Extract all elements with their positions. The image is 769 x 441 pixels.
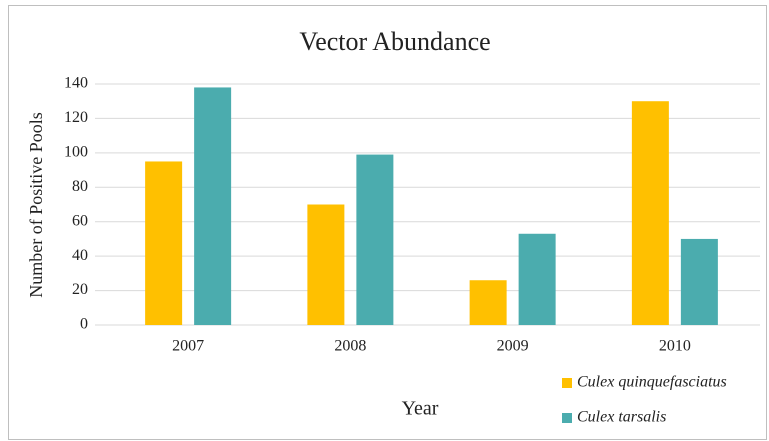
x-tick-label: 2010 (659, 338, 691, 355)
legend-swatch (562, 413, 572, 423)
y-axis-label: Number of Positive Pools (26, 112, 46, 298)
y-tick-label: 140 (64, 75, 88, 92)
legend-label: Culex tarsalis (577, 409, 666, 426)
y-tick-label: 40 (72, 247, 88, 264)
y-tick-label: 120 (64, 109, 88, 126)
y-tick-label: 100 (64, 144, 88, 161)
y-tick-label: 80 (72, 178, 88, 195)
chart-title: Vector Abundance (299, 27, 490, 56)
bar (145, 161, 183, 325)
bar (469, 280, 507, 325)
bar (631, 101, 669, 325)
y-tick-label: 60 (72, 212, 88, 229)
y-tick-label: 20 (72, 281, 88, 298)
legend-swatch (562, 378, 572, 388)
bar (194, 87, 232, 325)
x-tick-label: 2007 (172, 338, 204, 355)
x-tick-label: 2009 (497, 338, 529, 355)
legend-label: Culex quinquefasciatus (577, 374, 727, 391)
bar (680, 238, 718, 325)
bar (518, 233, 556, 325)
x-tick-label: 2008 (334, 338, 366, 355)
bar (307, 204, 345, 325)
y-tick-label: 0 (80, 316, 88, 333)
x-axis-label: Year (402, 398, 439, 420)
bar (356, 154, 394, 325)
